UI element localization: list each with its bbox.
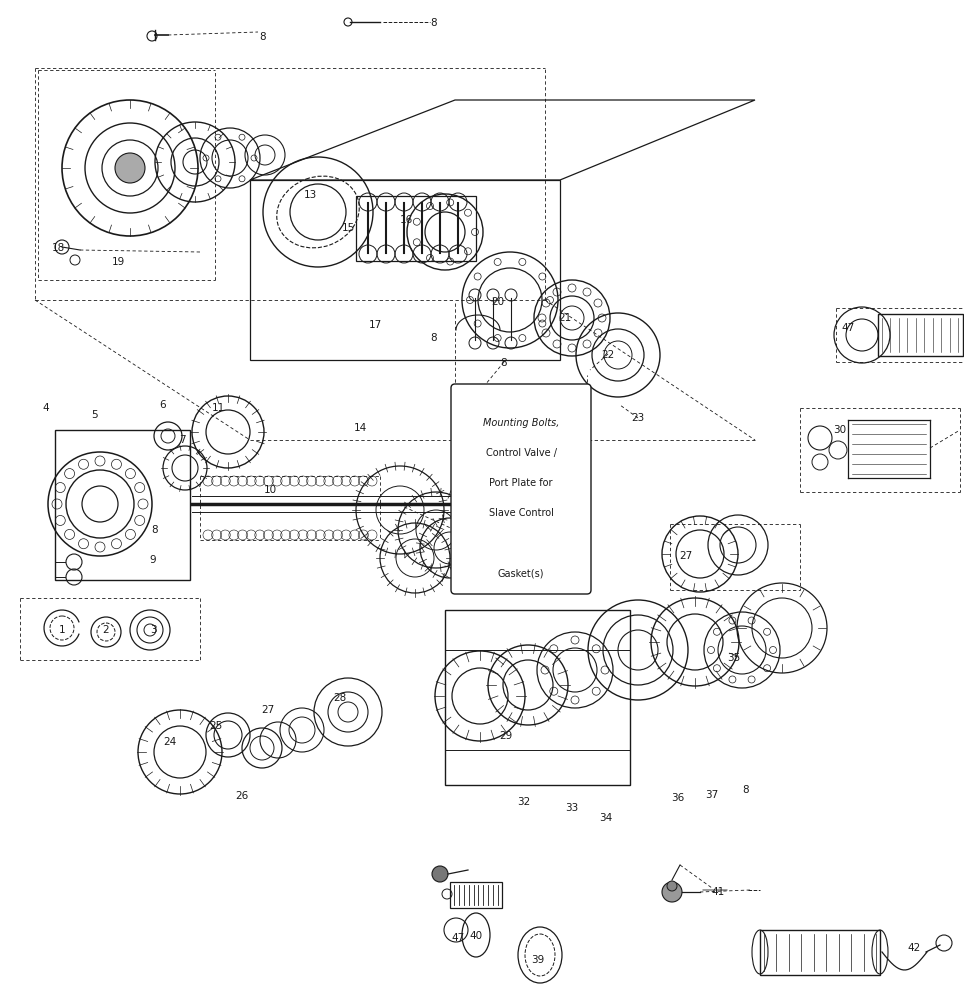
Bar: [356, 196, 476, 261]
Text: 8: 8: [259, 32, 266, 42]
Text: 27: 27: [261, 705, 275, 715]
Text: Gasket(s): Gasket(s): [497, 568, 545, 578]
Text: 1: 1: [59, 625, 66, 635]
Text: Control Valve /: Control Valve /: [486, 448, 556, 458]
Text: 35: 35: [728, 653, 740, 663]
Text: 9: 9: [149, 555, 156, 565]
Text: 32: 32: [518, 797, 530, 807]
Bar: [450, 882, 502, 908]
Text: 18: 18: [51, 243, 65, 253]
Text: 8: 8: [431, 333, 438, 343]
Text: 8: 8: [742, 785, 749, 795]
Text: Slave Control: Slave Control: [489, 508, 553, 518]
Text: 3: 3: [149, 625, 156, 635]
Text: 25: 25: [209, 721, 223, 731]
Text: 5: 5: [92, 410, 98, 420]
Text: 13: 13: [304, 190, 316, 200]
Text: 47: 47: [842, 323, 855, 333]
Text: 30: 30: [834, 425, 846, 435]
Text: 19: 19: [112, 257, 124, 267]
Text: 16: 16: [399, 215, 413, 225]
Text: Port Plate for: Port Plate for: [490, 478, 552, 488]
Text: 15: 15: [341, 223, 355, 233]
Bar: [445, 610, 630, 785]
Text: 10: 10: [263, 485, 277, 495]
Bar: [760, 930, 880, 975]
Text: 39: 39: [531, 955, 545, 965]
Bar: [55, 430, 190, 580]
Text: 24: 24: [163, 737, 176, 747]
Circle shape: [115, 153, 145, 183]
Text: 20: 20: [492, 297, 504, 307]
Text: 8: 8: [151, 525, 158, 535]
Text: 47: 47: [451, 933, 465, 943]
Text: 26: 26: [235, 791, 249, 801]
Text: 28: 28: [334, 693, 347, 703]
Text: 37: 37: [706, 790, 718, 800]
Text: 41: 41: [711, 887, 725, 897]
Text: 11: 11: [211, 403, 225, 413]
FancyBboxPatch shape: [451, 384, 591, 594]
Text: 6: 6: [160, 400, 167, 410]
Text: 17: 17: [368, 320, 382, 330]
Text: Mounting Bolts,: Mounting Bolts,: [483, 418, 559, 428]
Text: 8: 8: [500, 358, 507, 368]
Text: 14: 14: [354, 423, 366, 433]
Text: 7: 7: [178, 435, 185, 445]
Text: 22: 22: [602, 350, 615, 360]
Text: 8: 8: [431, 18, 438, 28]
Text: 40: 40: [469, 931, 483, 941]
Text: 21: 21: [558, 313, 572, 323]
Text: 23: 23: [631, 413, 645, 423]
Text: 33: 33: [565, 803, 578, 813]
Circle shape: [667, 881, 677, 891]
Text: 34: 34: [600, 813, 613, 823]
Bar: [878, 314, 963, 356]
Text: 27: 27: [680, 551, 692, 561]
Circle shape: [662, 882, 682, 902]
Text: 42: 42: [907, 943, 921, 953]
Text: 29: 29: [499, 731, 513, 741]
Text: 2: 2: [103, 625, 109, 635]
Text: 4: 4: [42, 403, 49, 413]
Circle shape: [432, 866, 448, 882]
Text: 36: 36: [671, 793, 684, 803]
